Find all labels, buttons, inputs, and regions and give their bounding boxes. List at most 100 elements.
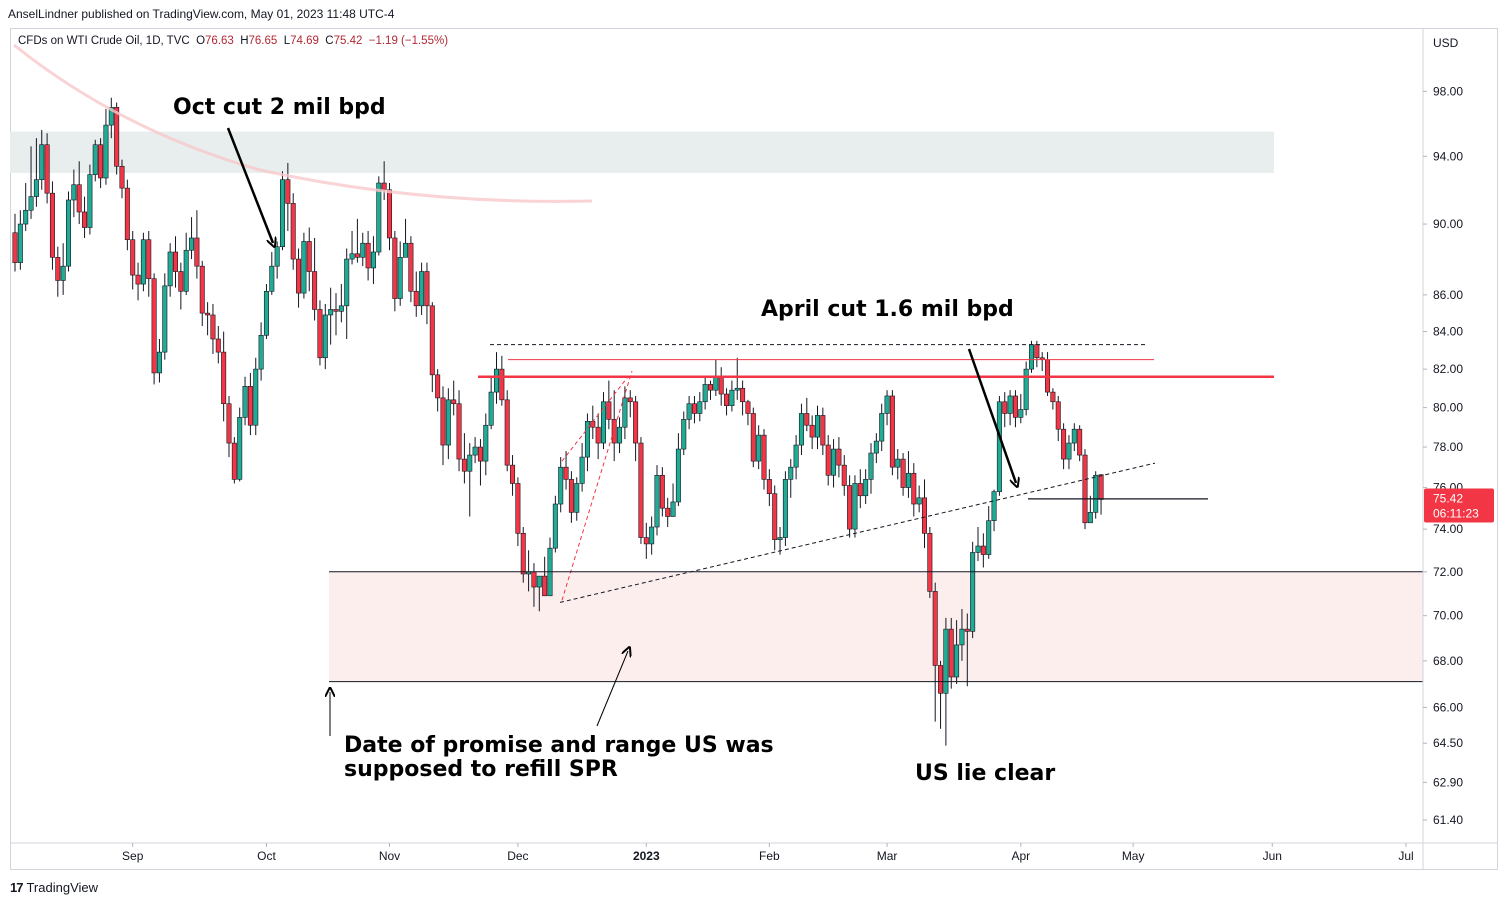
candle[interactable] [370,236,376,285]
candle[interactable] [162,273,168,360]
candle[interactable] [633,395,639,462]
candle[interactable] [1007,390,1013,426]
candle[interactable] [1050,388,1056,410]
candle[interactable] [210,303,216,354]
candle[interactable] [49,181,55,270]
candle[interactable] [429,302,435,393]
candle[interactable] [226,395,232,458]
candle[interactable] [237,407,243,482]
candle[interactable] [911,463,917,517]
candle[interactable] [761,429,767,490]
candle[interactable] [140,232,146,292]
candle[interactable] [419,262,425,315]
candle[interactable] [1002,392,1008,428]
candle[interactable] [344,248,350,340]
candle[interactable] [1061,423,1067,470]
candle[interactable] [558,457,564,513]
candle[interactable] [868,443,874,494]
candle[interactable] [879,403,885,452]
candle[interactable] [921,479,927,549]
candle[interactable] [103,108,109,185]
candle[interactable] [617,417,623,454]
candle[interactable] [221,331,227,422]
candle[interactable] [932,582,938,722]
candle[interactable] [1055,395,1061,442]
candle[interactable] [809,415,815,450]
candle[interactable] [354,218,360,263]
candle[interactable] [740,380,746,416]
candle[interactable] [467,443,473,517]
candle[interactable] [542,556,548,597]
candle[interactable] [173,236,179,288]
candle[interactable] [627,390,633,418]
candle[interactable] [916,485,922,513]
candle[interactable] [697,392,703,422]
candle[interactable] [424,262,430,325]
candle[interactable] [477,439,483,486]
candle[interactable] [734,357,740,400]
candle[interactable] [707,380,713,400]
candle[interactable] [189,217,195,260]
candle[interactable] [905,451,911,498]
candle[interactable] [563,451,569,490]
candle[interactable] [215,326,221,364]
candle[interactable] [515,477,521,547]
candle[interactable] [205,302,211,336]
candle[interactable] [274,241,280,279]
candle[interactable] [884,390,890,426]
candle[interactable] [199,260,205,327]
candle[interactable] [536,575,542,612]
candle[interactable] [167,243,173,297]
candle[interactable] [1093,471,1099,519]
candle[interactable] [1045,352,1051,396]
candle[interactable] [691,395,697,424]
candle[interactable] [178,262,184,310]
candle[interactable] [135,262,141,301]
candle[interactable] [66,191,72,272]
candle[interactable] [970,541,976,639]
candle[interactable] [1098,474,1104,515]
candle[interactable] [595,413,601,460]
candle[interactable] [285,162,291,231]
candle[interactable] [279,171,285,251]
candle[interactable] [349,230,355,265]
candle[interactable] [60,243,66,295]
candle[interactable] [798,403,804,456]
candle[interactable] [643,522,649,559]
candle[interactable] [552,495,558,553]
candle[interactable] [852,475,858,538]
candle[interactable] [948,617,954,689]
candle[interactable] [718,367,724,406]
candle[interactable] [76,161,82,225]
symbol-legend[interactable]: CFDs on WTI Crude Oil, 1D, TVC O76.63 H7… [18,35,448,47]
candle[interactable] [659,467,665,517]
candle[interactable] [654,465,660,536]
candle[interactable] [151,273,157,385]
candle[interactable] [392,230,398,312]
candle[interactable] [451,380,457,416]
candle[interactable] [777,526,783,555]
candle[interactable] [301,232,307,299]
candle[interactable] [317,300,323,366]
candle[interactable] [991,489,997,532]
candle[interactable] [729,380,735,412]
candle[interactable] [750,407,756,468]
candle[interactable] [71,169,77,218]
candle[interactable] [510,455,516,496]
candle[interactable] [258,322,264,381]
candle[interactable] [44,133,50,204]
candle[interactable] [665,497,671,527]
candle[interactable] [296,248,302,308]
candle[interactable] [686,395,692,430]
candle[interactable] [681,411,687,456]
candle[interactable] [547,537,553,597]
candle[interactable] [788,459,794,498]
candle[interactable] [360,232,366,267]
candle[interactable] [1039,352,1045,372]
candle[interactable] [472,437,478,464]
candle[interactable] [130,230,136,290]
candle[interactable] [263,284,269,340]
candle[interactable] [17,210,23,270]
footer-branding[interactable]: 17 TradingView [10,880,98,895]
candle[interactable] [92,139,98,182]
